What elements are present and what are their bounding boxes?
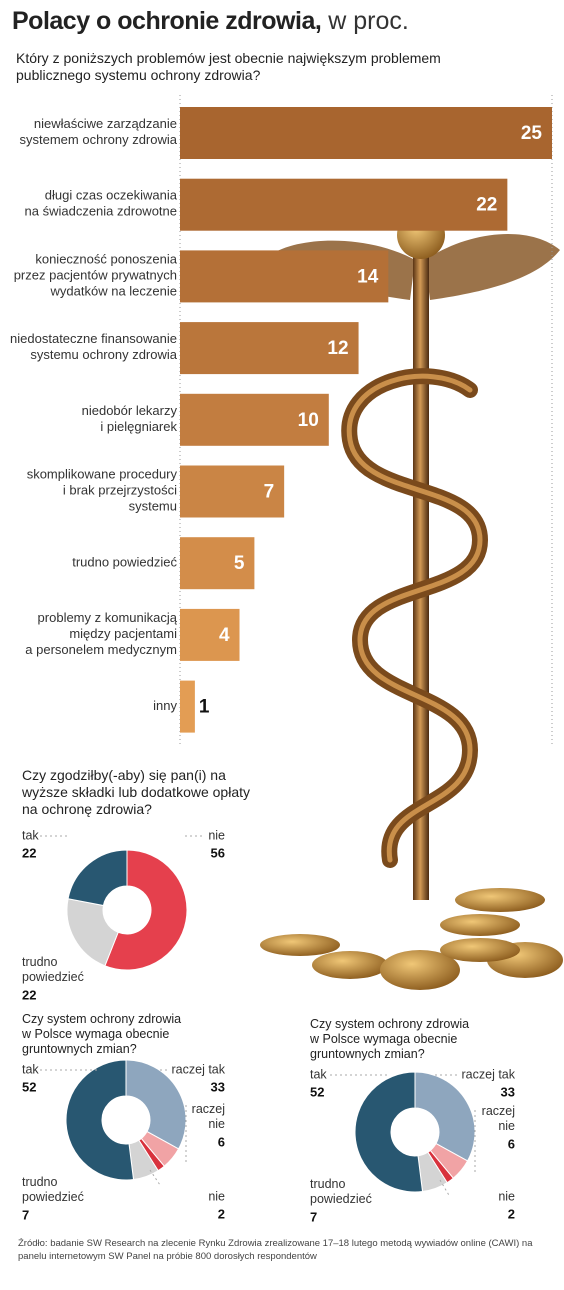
- legend-label: tak: [22, 828, 39, 842]
- pie-segment: [414, 1071, 476, 1162]
- pie-question: Czy system ochrony zdrowia w Polsce wyma…: [22, 1012, 182, 1056]
- legend-label: raczej nie: [192, 1102, 225, 1131]
- wing: [425, 233, 560, 300]
- legend-label: tak: [22, 1062, 39, 1076]
- bar-question: Który z poniższych problemów jest obecni…: [16, 50, 441, 83]
- category-label: skomplikowane procedury i brak przejrzyst…: [27, 467, 178, 514]
- value-label: 2: [508, 1206, 515, 1221]
- value-label: 33: [501, 1084, 515, 1099]
- bar: [180, 393, 329, 446]
- staff: [413, 240, 429, 900]
- pie-segment: [354, 1071, 424, 1193]
- value-label: 7: [22, 1207, 29, 1222]
- coin: [455, 888, 545, 912]
- category-label: długi czas oczekiwania na świadczenia zdr…: [25, 188, 178, 219]
- value-label: 22: [476, 195, 497, 216]
- pie-question: Czy zgodziłby(-aby) się pan(i) na wyższe…: [22, 767, 251, 817]
- legend-label: nie: [498, 1189, 515, 1203]
- bar: [180, 322, 359, 375]
- value-label: 56: [211, 845, 225, 860]
- value-label: 2: [218, 1206, 225, 1221]
- bar: [180, 537, 255, 590]
- value-label: 52: [22, 1079, 36, 1094]
- coin: [440, 938, 520, 962]
- bar: [180, 250, 389, 303]
- value-label: 22: [22, 987, 36, 1002]
- value-label: 4: [219, 625, 230, 646]
- legend-label: trudno powiedzieć: [310, 1177, 372, 1206]
- value-label: 52: [310, 1084, 324, 1099]
- bar: [180, 608, 240, 661]
- value-label: 25: [521, 123, 543, 144]
- legend-label: raczej nie: [482, 1104, 515, 1133]
- value-label: 1: [199, 697, 210, 718]
- category-label: niedostateczne finansowanie systemu ochro…: [10, 332, 178, 363]
- pie-question: Czy system ochrony zdrowia w Polsce wyma…: [310, 1017, 470, 1061]
- coin: [380, 950, 460, 990]
- value-label: 22: [22, 845, 36, 860]
- legend-label: raczej tak: [462, 1067, 516, 1081]
- category-label: konieczność ponoszenia przez pacjentów pr…: [14, 252, 178, 299]
- bar: [180, 107, 552, 159]
- legend-label: trudno powiedzieć: [22, 1175, 84, 1204]
- value-label: 12: [327, 338, 348, 359]
- pie-segment: [65, 1059, 135, 1181]
- category-label: problemy z komunikacją między pacjentami a…: [25, 610, 177, 657]
- pie-segment: [67, 849, 128, 907]
- bar: [180, 178, 508, 231]
- leader-line: [439, 1179, 451, 1198]
- page-title: Polacy o ochronie zdrowia, w proc.: [12, 7, 409, 35]
- pie-segment: [125, 1059, 187, 1150]
- value-label: 10: [298, 410, 319, 431]
- value-label: 33: [211, 1079, 225, 1094]
- value-label: 7: [264, 482, 275, 503]
- value-label: 6: [508, 1136, 515, 1151]
- legend-label: nie: [208, 1189, 225, 1203]
- snake-highlight: [346, 373, 483, 863]
- coin: [260, 934, 340, 956]
- value-label: 14: [357, 266, 379, 287]
- pie-segment: [104, 849, 188, 971]
- bar: [180, 680, 195, 733]
- category-label: niewłaściwe zarządzanie systemem ochrony …: [20, 116, 178, 147]
- value-label: 5: [234, 553, 245, 574]
- bar: [180, 465, 285, 518]
- category-label: trudno powiedzieć: [72, 555, 177, 570]
- category-label: inny: [153, 698, 177, 713]
- legend-label: nie: [208, 828, 225, 842]
- value-label: 7: [310, 1209, 317, 1224]
- coin: [312, 951, 388, 979]
- source-note: Źródło: badanie SW Research na zlecenie …: [18, 1238, 533, 1262]
- value-label: 6: [218, 1134, 225, 1149]
- coin: [440, 914, 520, 936]
- legend-label: raczej tak: [172, 1062, 226, 1076]
- legend-label: trudno powiedzieć: [22, 955, 84, 984]
- category-label: niedobór lekarzy i pielęgniarek: [82, 403, 178, 434]
- legend-label: tak: [310, 1067, 327, 1081]
- leader-line: [149, 1169, 161, 1186]
